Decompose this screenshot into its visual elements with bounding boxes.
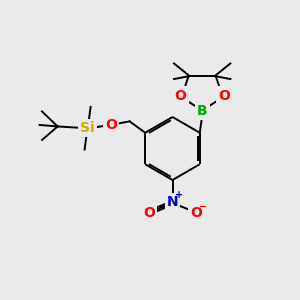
Text: O: O (105, 118, 117, 132)
Text: N: N (167, 195, 178, 208)
Text: O: O (218, 88, 230, 103)
Text: O: O (143, 206, 155, 220)
Text: +: + (175, 190, 184, 200)
Text: O: O (190, 206, 202, 220)
Text: −: − (199, 202, 207, 212)
Text: B: B (197, 104, 208, 118)
Text: O: O (175, 88, 187, 103)
Text: Si: Si (80, 121, 95, 135)
